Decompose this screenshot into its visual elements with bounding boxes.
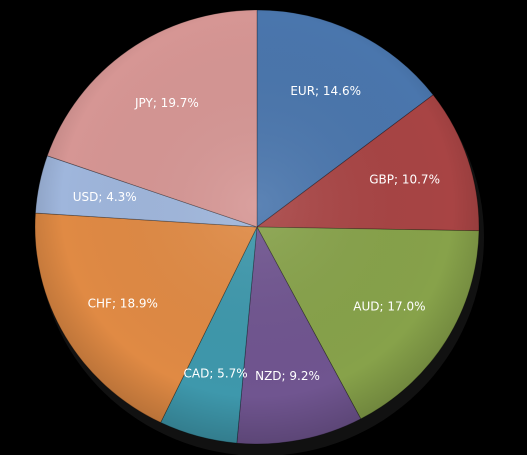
pie-slice-label-usd: USD; 4.3% (73, 190, 137, 204)
pie-slice-label-nzd: NZD; 9.2% (255, 369, 320, 383)
pie-slice-label-eur: EUR; 14.6% (290, 84, 361, 98)
pie-slice-label-chf: CHF; 18.9% (88, 297, 158, 311)
pie-slice-label-jpy: JPY; 19.7% (134, 96, 199, 110)
pie-slice-label-gbp: GBP; 10.7% (369, 172, 440, 186)
pie-slice-label-cad: CAD; 5.7% (184, 366, 248, 380)
pie-labels: EUR; 14.6% GBP; 10.7% AUD; 17.0% NZD; 9.2% C… (73, 84, 440, 383)
pie-slice-label-aud: AUD; 17.0% (353, 300, 425, 314)
